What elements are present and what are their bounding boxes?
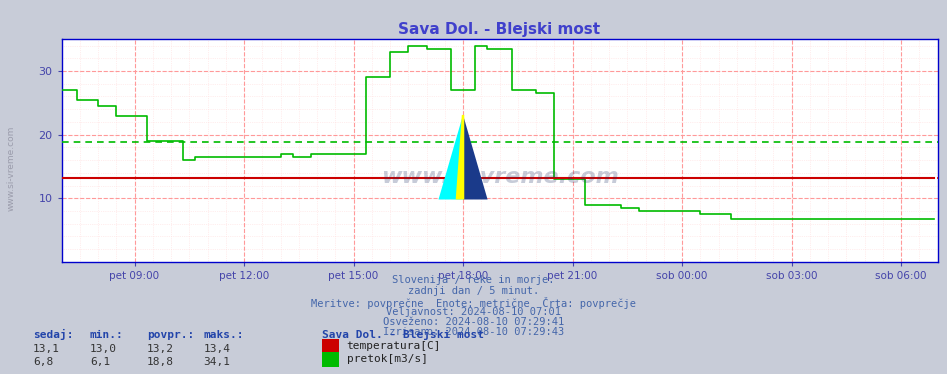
Text: 13,1: 13,1: [33, 344, 61, 353]
Text: 6,1: 6,1: [90, 357, 110, 367]
Text: maks.:: maks.:: [204, 331, 244, 340]
Polygon shape: [463, 115, 488, 199]
Text: Sava Dol. - Blejski most: Sava Dol. - Blejski most: [322, 329, 484, 340]
Text: www.si-vreme.com: www.si-vreme.com: [7, 126, 16, 211]
Text: 13,0: 13,0: [90, 344, 117, 353]
Text: min.:: min.:: [90, 331, 124, 340]
Text: zadnji dan / 5 minut.: zadnji dan / 5 minut.: [408, 286, 539, 296]
Text: 13,4: 13,4: [204, 344, 231, 353]
Text: pretok[m3/s]: pretok[m3/s]: [347, 354, 428, 364]
Text: 34,1: 34,1: [204, 357, 231, 367]
Text: Izrisano: 2024-08-10 07:29:43: Izrisano: 2024-08-10 07:29:43: [383, 327, 564, 337]
Text: www.si-vreme.com: www.si-vreme.com: [381, 167, 618, 187]
Text: temperatura[C]: temperatura[C]: [347, 341, 441, 350]
Text: Meritve: povprečne  Enote: metrične  Črta: povprečje: Meritve: povprečne Enote: metrične Črta:…: [311, 297, 636, 309]
Text: povpr.:: povpr.:: [147, 331, 194, 340]
Text: Veljavnost: 2024-08-10 07:01: Veljavnost: 2024-08-10 07:01: [386, 307, 561, 318]
Text: sedaj:: sedaj:: [33, 329, 74, 340]
Text: 13,2: 13,2: [147, 344, 174, 353]
Text: Slovenija / reke in morje.: Slovenija / reke in morje.: [392, 275, 555, 285]
Title: Sava Dol. - Blejski most: Sava Dol. - Blejski most: [399, 22, 600, 37]
Text: 6,8: 6,8: [33, 357, 53, 367]
Polygon shape: [438, 115, 463, 199]
Polygon shape: [456, 115, 464, 199]
Text: Osveženo: 2024-08-10 07:29:41: Osveženo: 2024-08-10 07:29:41: [383, 317, 564, 327]
Text: 18,8: 18,8: [147, 357, 174, 367]
